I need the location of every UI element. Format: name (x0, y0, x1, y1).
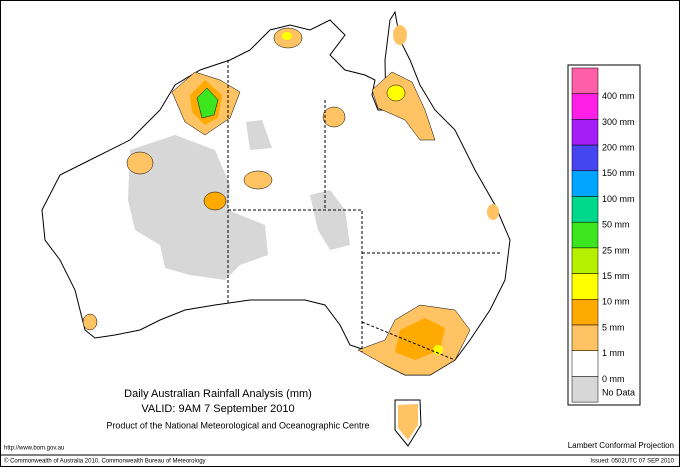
legend-swatch (571, 247, 599, 274)
legend-label: 15 mm (602, 271, 630, 281)
legend-swatch (571, 376, 599, 403)
rain-area (393, 25, 407, 45)
rain-area (196, 87, 219, 119)
rain-area (398, 404, 418, 440)
legend-label: 5 mm (602, 322, 625, 332)
rain-area (243, 170, 273, 190)
issued: Issued: 0502UTC 07 SEP 2010 (590, 459, 674, 465)
legend-swatch (571, 221, 599, 249)
rain-area (322, 106, 346, 128)
no-data-area (310, 190, 350, 250)
copyright: © Commonwealth of Australia 2010, Common… (4, 458, 206, 465)
rain-area (282, 32, 292, 40)
legend-swatch (571, 350, 599, 377)
legend-label: 100 mm (602, 194, 635, 204)
legend-label: 1 mm (602, 348, 625, 358)
legend-label: 150 mm (602, 168, 635, 178)
legend-swatch (571, 93, 599, 120)
no-data-areas (128, 120, 350, 280)
legend-label: 25 mm (602, 245, 630, 255)
no-data-area (246, 120, 272, 150)
state-borders (227, 60, 500, 361)
url: http://www.bom.gov.au (4, 446, 64, 452)
legend-label: 50 mm (602, 220, 630, 230)
legend-swatch (571, 324, 599, 351)
valid-time: VALID: 9AM 7 September 2010 (141, 403, 294, 415)
rain-area (386, 84, 406, 102)
legend-label: No Data (602, 388, 635, 398)
product: Product of the National Meteorological a… (106, 420, 369, 430)
legend: 400 mm 300 mm 200 mm 150 mm 100 mm 50 mm 25 mm… (567, 64, 641, 406)
rain-area (82, 313, 98, 331)
legend-label: 0 mm (602, 374, 625, 384)
legend-swatch (571, 196, 599, 223)
rain-area (487, 204, 499, 220)
rain-area (395, 318, 445, 360)
rain-area (371, 71, 436, 141)
rain-area (203, 191, 227, 211)
legend-swatch (571, 299, 599, 326)
legend-label: 10 mm (602, 297, 630, 307)
legend-label: 400 mm (602, 91, 635, 101)
title: Daily Australian Rainfall Analysis (mm) (124, 388, 312, 400)
projection: Lambert Conformal Projection (568, 441, 674, 450)
no-data-area (128, 135, 268, 280)
legend-swatch (571, 273, 599, 300)
rain-areas (82, 25, 499, 440)
rain-area (433, 345, 443, 355)
legend-swatch (571, 144, 599, 172)
legend-swatch (571, 67, 599, 94)
legend-label: 300 mm (602, 117, 635, 127)
legend-swatch (571, 119, 599, 146)
legend-label: 200 mm (602, 142, 635, 152)
legend-swatch (571, 170, 599, 197)
rain-area (126, 151, 154, 175)
state-border (361, 321, 456, 361)
